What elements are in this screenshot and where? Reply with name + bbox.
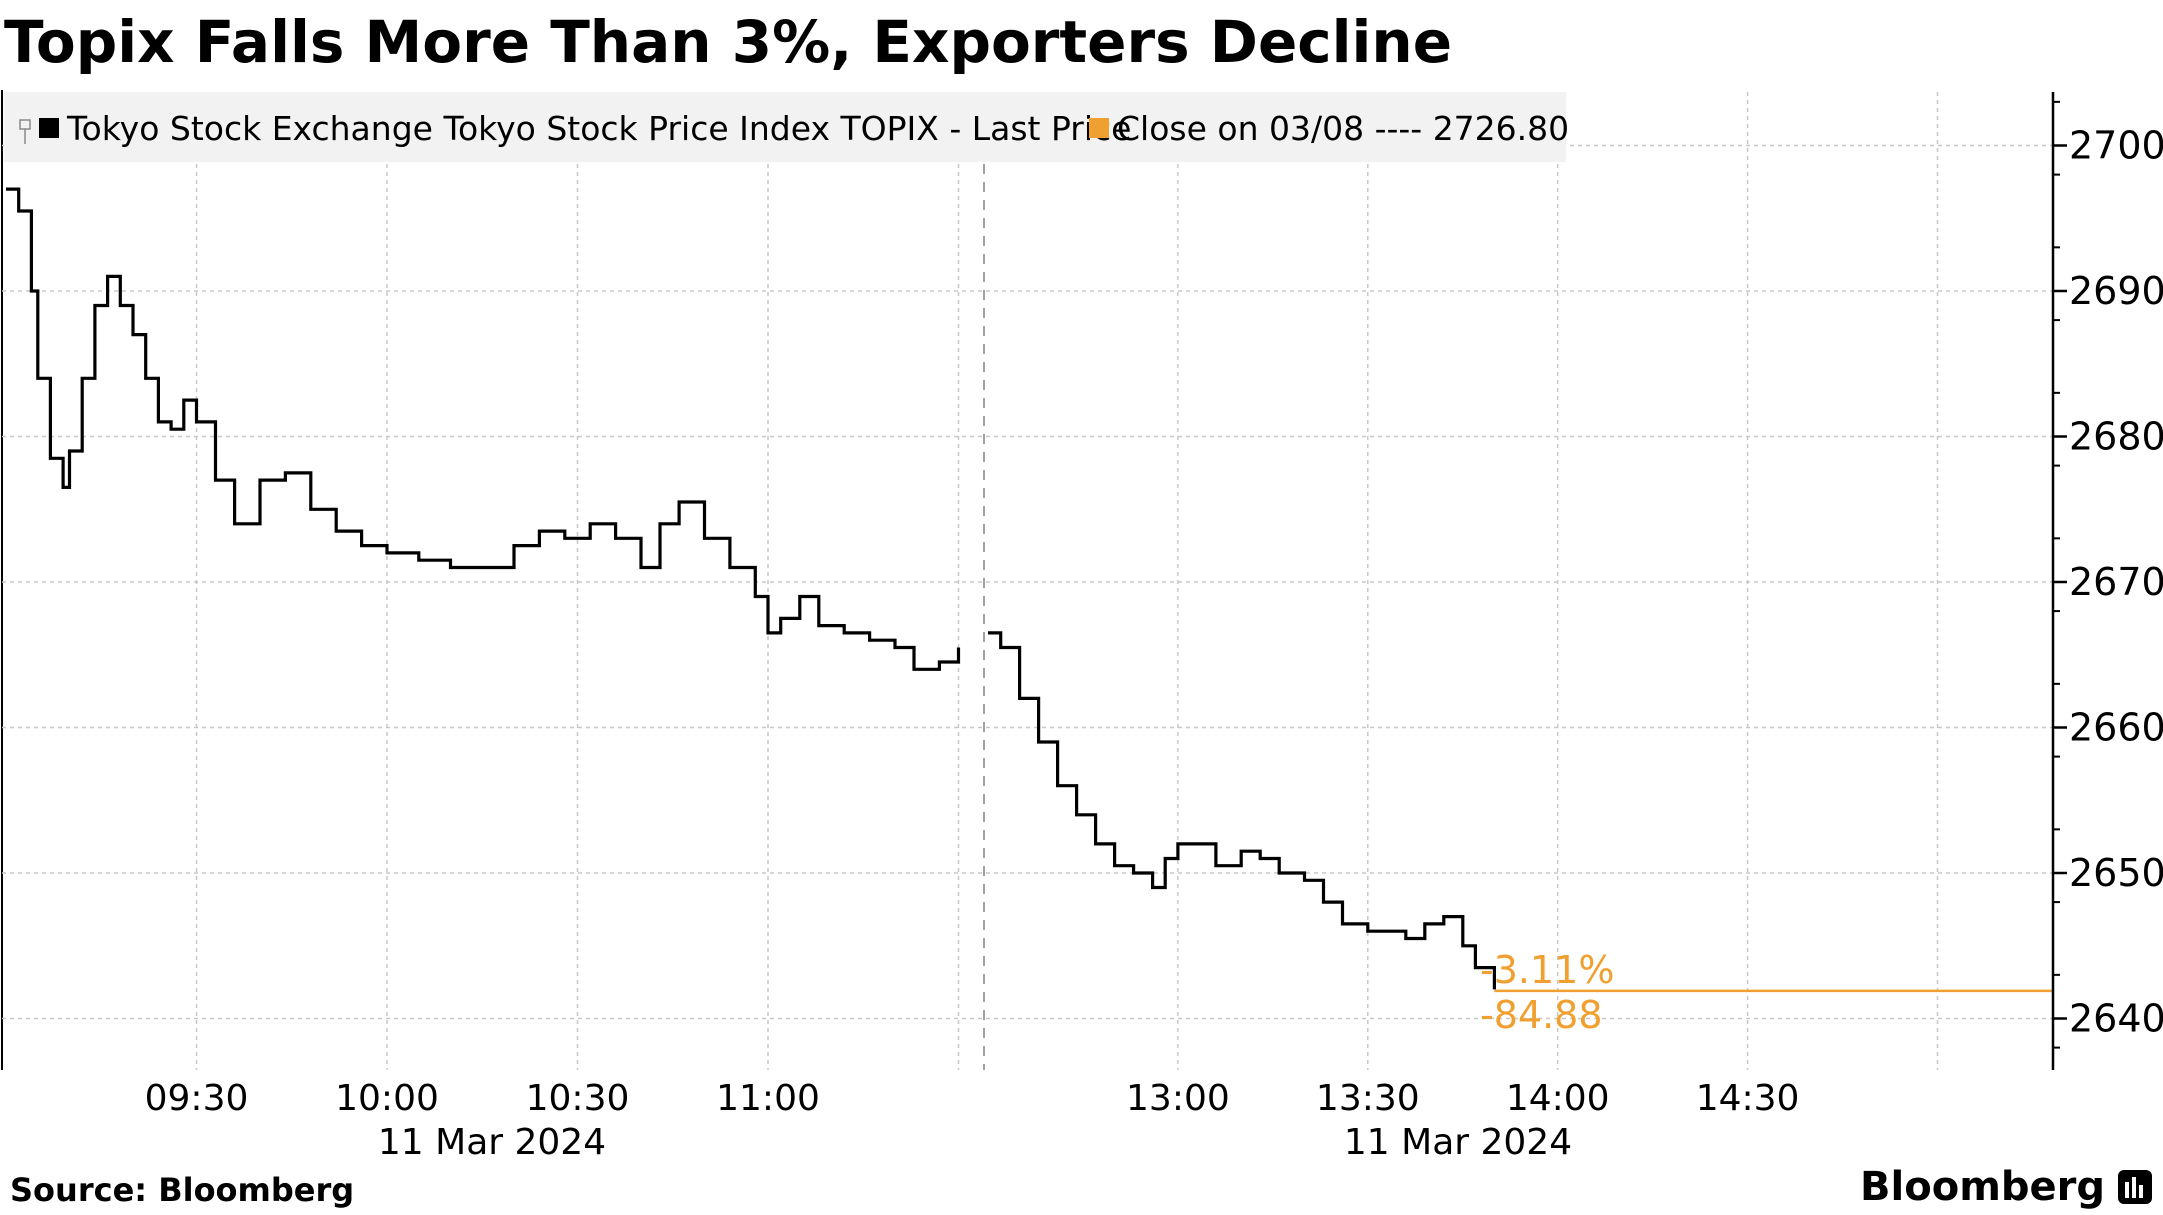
x-tick-label: 11:00 (716, 1078, 820, 1119)
y-tick-label: 2640 (2069, 997, 2163, 1041)
annotation-abs-change: -84.88 (1480, 993, 1603, 1037)
y-tick-label: 2670 (2069, 560, 2163, 604)
y-axis-ticks: 2640 2650 2660 2670 2680 2690 2700 (2053, 100, 2163, 1049)
x-tick-label: 14:00 (1506, 1078, 1610, 1119)
bloomberg-terminal-icon (2118, 1170, 2152, 1204)
annotation-pct-change: -3.11% (1480, 948, 1614, 992)
legend-label-close: Close on 03/08 ---- 2726.80 (1117, 109, 1569, 148)
x-tick-label: 10:00 (335, 1078, 439, 1119)
series-line-morning (6, 187, 961, 671)
legend-swatch-close (1089, 118, 1109, 138)
legend: Tokyo Stock Exchange Tokyo Stock Price I… (4, 92, 1569, 162)
x-tick-label: 10:30 (526, 1078, 630, 1119)
legend-label-topix: Tokyo Stock Exchange Tokyo Stock Price I… (66, 109, 1131, 148)
y-tick-label: 2680 (2069, 415, 2163, 459)
series-topix (6, 187, 1496, 990)
x-axis-ticks: 09:30 10:00 10:30 11:00 13:00 13:30 14:00 14:30 (145, 1078, 1800, 1119)
x-tick-label: 13:30 (1316, 1078, 1420, 1119)
y-tick-label: 2660 (2069, 706, 2163, 750)
x-tick-label: 13:00 (1126, 1078, 1230, 1119)
x-date-label-afternoon: 11 Mar 2024 (1344, 1122, 1572, 1163)
series-line-afternoon (988, 631, 1496, 990)
bloomberg-logo: Bloomberg (1860, 1164, 2105, 1210)
y-tick-label: 2690 (2069, 269, 2163, 313)
source-label: Source: Bloomberg (10, 1171, 354, 1209)
legend-background (4, 92, 1566, 162)
legend-handle-icon (19, 119, 31, 144)
y-tick-label: 2650 (2069, 851, 2163, 895)
x-tick-label: 14:30 (1696, 1078, 1800, 1119)
legend-swatch-topix (39, 118, 59, 138)
x-date-label-morning: 11 Mar 2024 (378, 1122, 606, 1163)
x-tick-label: 09:30 (145, 1078, 249, 1119)
y-tick-label: 2700 (2069, 124, 2163, 168)
chart-title: Topix Falls More Than 3%, Exporters Decl… (4, 8, 1452, 76)
